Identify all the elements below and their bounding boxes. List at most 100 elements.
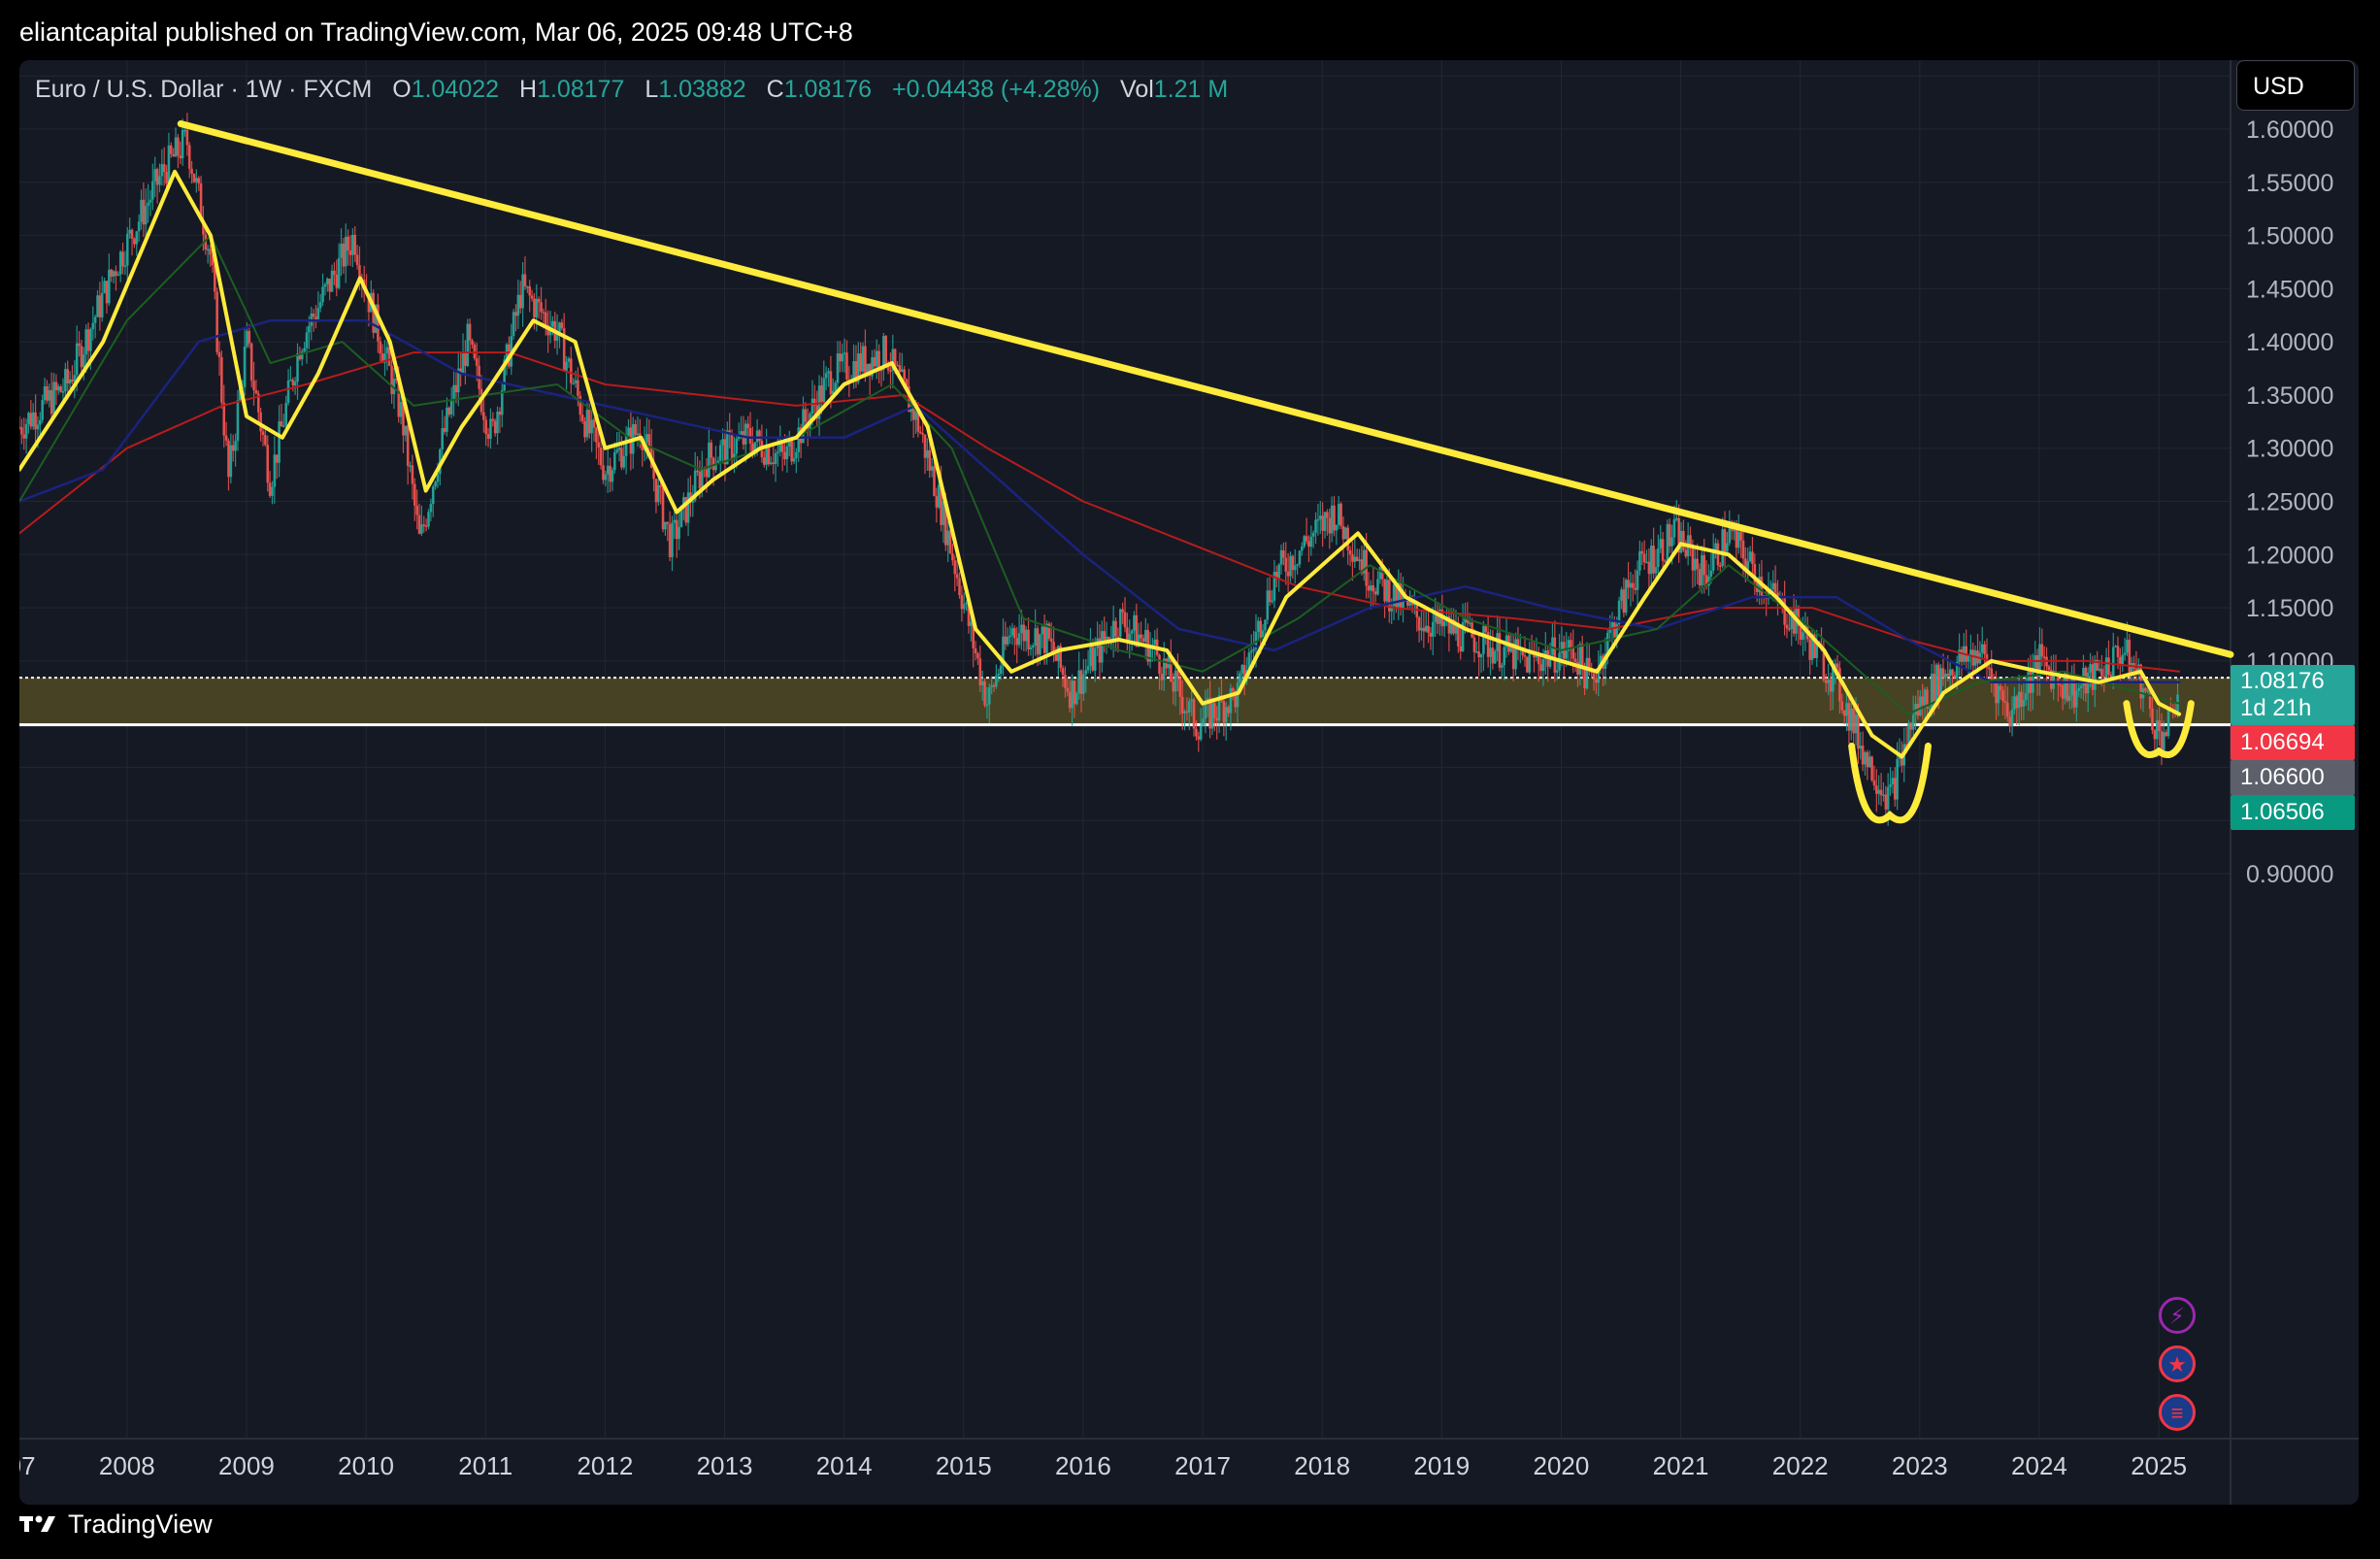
- candle-body: [668, 523, 672, 557]
- candle-body: [716, 460, 720, 464]
- candle-body: [758, 430, 761, 442]
- candle-body: [1268, 590, 1272, 602]
- currency-button[interactable]: USD: [2236, 60, 2355, 111]
- candle-body: [613, 451, 616, 471]
- candle-body: [599, 448, 603, 466]
- candle-body: [708, 442, 711, 478]
- candle-body: [2032, 667, 2034, 693]
- candle-body: [1116, 636, 1120, 639]
- candle-body: [518, 294, 522, 309]
- candle-body: [735, 439, 739, 454]
- candle-body: [2166, 709, 2170, 737]
- candle-body: [1259, 620, 1263, 639]
- candle-body: [133, 238, 136, 245]
- candle-body: [1879, 789, 1883, 796]
- candle-body: [884, 336, 888, 365]
- candle-body: [711, 457, 715, 471]
- candle-body: [1939, 668, 1942, 696]
- candle-body: [595, 427, 598, 443]
- candle-body: [1158, 654, 1161, 675]
- candle-body: [1309, 536, 1313, 547]
- candle-body: [1264, 619, 1267, 631]
- candle-body: [1709, 570, 1713, 577]
- x-tick-label: 2023: [1892, 1451, 1948, 1480]
- eu-flag-icon[interactable]: ★: [2159, 1345, 2196, 1382]
- candle-body: [149, 199, 152, 203]
- support-zone: [19, 678, 2231, 725]
- candle-body: [1429, 632, 1433, 637]
- candle-body: [312, 314, 315, 317]
- candle-body: [215, 291, 218, 352]
- candle-body: [2146, 690, 2150, 692]
- candle-body: [1180, 696, 1184, 713]
- candle-body: [246, 330, 248, 348]
- candle-body: [627, 427, 630, 436]
- candle-body: [875, 350, 878, 367]
- candle-body: [473, 345, 477, 359]
- candle-body: [995, 675, 998, 687]
- candle-body: [379, 341, 382, 354]
- candle-body: [1141, 638, 1145, 643]
- candle-body: [98, 295, 102, 317]
- candle-body: [1002, 636, 1005, 666]
- candle-body: [1282, 549, 1285, 558]
- candle-body: [926, 449, 929, 458]
- chart-pane[interactable]: 1.650001.600001.550001.500001.450001.400…: [19, 60, 2359, 1505]
- candle-body: [606, 465, 610, 475]
- candle-body: [402, 402, 405, 436]
- candle-body: [783, 451, 786, 460]
- candle-body: [484, 419, 488, 435]
- candle-body: [125, 233, 129, 266]
- candle-body: [634, 423, 637, 436]
- candle-body: [116, 274, 120, 277]
- candle-body: [997, 674, 1001, 676]
- candle-body: [1847, 703, 1851, 731]
- candle-body: [1726, 543, 1729, 552]
- candle-body: [266, 445, 270, 483]
- candle-body: [167, 145, 171, 183]
- candle-body: [656, 484, 660, 503]
- lightning-icon[interactable]: ⚡: [2159, 1297, 2196, 1334]
- candle-body: [456, 368, 460, 393]
- candle-body: [857, 353, 860, 382]
- candle-body: [2010, 710, 2014, 726]
- footer-brand[interactable]: TradingView: [19, 1503, 213, 1545]
- candle-body: [2123, 652, 2127, 655]
- candle-body: [1967, 655, 1970, 662]
- candle-body: [1015, 638, 1019, 646]
- candle-body: [2035, 654, 2039, 678]
- price-badge: 1.06600: [2231, 759, 2355, 795]
- candle-body: [1321, 515, 1324, 531]
- candle-body: [1580, 644, 1584, 667]
- candle-body: [1645, 561, 1648, 564]
- candle-body: [323, 283, 327, 287]
- price-badge-value: 1.06600: [2240, 763, 2325, 790]
- candle-body: [151, 181, 154, 200]
- candle-body: [896, 364, 899, 367]
- candle-body: [347, 236, 349, 251]
- candle-body: [852, 360, 855, 381]
- candle-body: [66, 369, 70, 383]
- candle-body: [1677, 517, 1680, 553]
- candle-body: [1985, 654, 1989, 668]
- candle-body: [108, 269, 111, 304]
- candle-body: [1810, 634, 1814, 660]
- candle-body: [326, 279, 329, 284]
- candle-body: [181, 130, 184, 159]
- candle-body: [1197, 736, 1201, 740]
- price-chart[interactable]: 1.650001.600001.550001.500001.450001.400…: [19, 60, 2359, 1505]
- candle-body: [868, 363, 872, 377]
- candle-body: [1808, 639, 1811, 660]
- candle-body: [1330, 505, 1334, 534]
- candle-body: [1335, 524, 1339, 531]
- candle-body: [1785, 624, 1789, 629]
- candle-body: [1503, 647, 1506, 666]
- candle-body: [204, 234, 208, 250]
- candle-body: [147, 202, 149, 206]
- candle-body: [1077, 670, 1080, 694]
- x-tick-label: 2015: [936, 1451, 992, 1480]
- candle-body: [271, 486, 274, 496]
- candle-body: [1242, 664, 1246, 681]
- us-flag-icon[interactable]: ≡: [2159, 1394, 2196, 1431]
- candle-body: [43, 385, 47, 401]
